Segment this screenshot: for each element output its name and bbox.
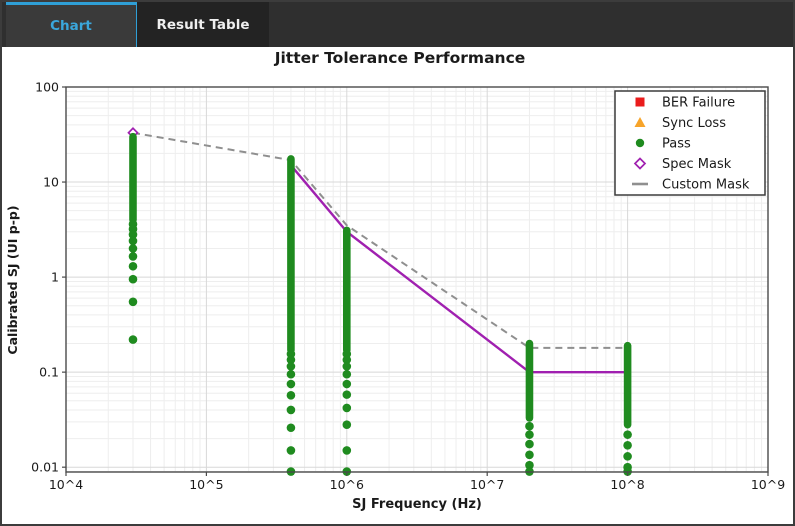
pass-dot	[342, 390, 352, 399]
legend-label: Pass	[662, 137, 691, 152]
legend-label: Custom Mask	[662, 178, 750, 193]
pass-series	[128, 132, 632, 476]
pass-dot	[286, 355, 296, 365]
tab-bar: Chart Result Table	[2, 2, 793, 47]
pass-dot	[286, 423, 296, 433]
chart-root: 10^4 10^5 10^6 10^7 10^8 10^9 100 10 1 0.1 0.01 Jit…	[5, 49, 785, 512]
pass-dot	[623, 430, 632, 439]
x-tick-label: 10^8	[610, 477, 644, 492]
pass-dot	[342, 420, 352, 429]
tab-result-table-label: Result Table	[156, 16, 250, 33]
pass-dot	[525, 439, 534, 449]
pass-dot	[623, 440, 632, 450]
legend-label: Sync Loss	[662, 116, 726, 131]
x-axis-label: SJ Frequency (Hz)	[352, 497, 482, 512]
pass-dot	[525, 421, 534, 431]
x-tick-label: 10^7	[470, 477, 504, 492]
pass-dot	[286, 369, 296, 379]
pass-run	[623, 341, 632, 476]
pass-dot	[342, 379, 352, 389]
pass-dot	[128, 252, 138, 261]
pass-dot	[525, 460, 534, 470]
spec-mask-series	[127, 127, 628, 374]
x-tick-label: 10^5	[189, 477, 223, 492]
x-tick-label: 10^9	[751, 477, 785, 492]
y-tick-label: 0.1	[39, 365, 59, 380]
y-tick-label: 100	[35, 80, 59, 95]
pass-dot	[342, 362, 352, 371]
plot-frame	[65, 86, 769, 473]
y-tick-label: 1	[51, 270, 59, 285]
pass-dot	[128, 244, 138, 253]
pass-dot	[286, 379, 296, 389]
tick-labels: 10^4 10^5 10^6 10^7 10^8 10^9 100 10 1 0.1 0.01	[31, 80, 785, 493]
pass-run	[525, 339, 534, 476]
spec-mask-marker-icon	[633, 157, 647, 170]
pass-dot	[623, 452, 632, 461]
pass-marker-icon	[635, 138, 645, 148]
pass-dot	[128, 274, 138, 284]
pass-dot	[525, 450, 534, 460]
y-tick-label: 0.01	[31, 460, 59, 475]
y-tick-label: 10	[43, 175, 59, 190]
pass-dot	[286, 405, 296, 415]
x-tick-label: 10^6	[330, 477, 364, 492]
pass-dot	[286, 446, 296, 455]
tab-chart[interactable]: Chart	[6, 2, 137, 47]
pass-dot	[128, 261, 138, 271]
ber-failure-marker-icon	[635, 97, 645, 107]
pass-dot	[286, 362, 296, 371]
pass-dot	[525, 430, 534, 439]
tab-result-table[interactable]: Result Table	[137, 2, 269, 47]
legend: BER Failure Sync Loss Pass Spec Mask Custom …	[614, 90, 766, 196]
tab-chart-label: Chart	[50, 18, 92, 34]
pass-dot	[128, 236, 138, 246]
jitter-tolerance-chart: 10^4 10^5 10^6 10^7 10^8 10^9 100 10 1 0.1 0.01 Jit…	[2, 47, 793, 524]
pass-dot	[342, 446, 352, 455]
pass-dot	[128, 297, 138, 307]
pass-dot	[128, 230, 138, 239]
spec-mask-line	[290, 164, 628, 374]
legend-label: Spec Mask	[662, 157, 732, 172]
legend-label: BER Failure	[662, 96, 735, 111]
sync-loss-marker-icon	[634, 117, 646, 127]
pass-dot	[342, 355, 352, 365]
pass-dot	[286, 391, 296, 400]
y-axis-label: Calibrated SJ (UI p-p)	[5, 205, 20, 354]
pass-run	[128, 132, 138, 344]
pass-run	[286, 155, 296, 476]
x-tick-label: 10^4	[49, 477, 83, 492]
tick-marks	[62, 86, 769, 476]
chart-title: Jitter Tolerance Performance	[274, 49, 526, 67]
pass-dot	[128, 335, 138, 344]
pass-dot	[342, 403, 352, 413]
custom-mask-line	[132, 131, 628, 349]
pass-dot	[342, 369, 352, 379]
